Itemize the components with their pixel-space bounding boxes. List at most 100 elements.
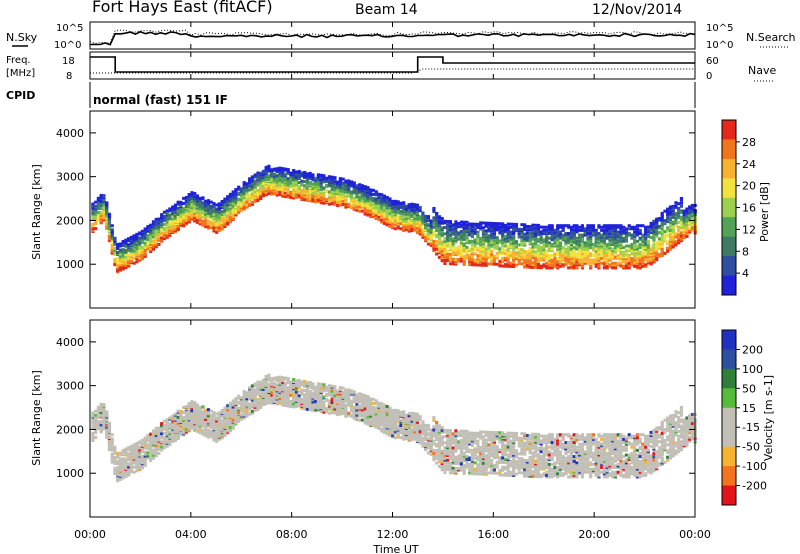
power-cell <box>256 176 260 180</box>
power-cell <box>613 264 618 268</box>
power-cell <box>267 192 271 196</box>
power-cell <box>226 199 230 203</box>
velocity-cell <box>226 408 230 412</box>
power-cell <box>490 240 494 244</box>
power-cell <box>616 225 620 229</box>
velocity-cell <box>151 455 156 459</box>
power-cell <box>641 258 645 262</box>
power-cell <box>292 177 296 181</box>
power-cell <box>468 247 472 251</box>
power-cell <box>154 220 158 224</box>
velocity-cell <box>129 444 134 448</box>
power-cell <box>278 187 282 191</box>
power-cell <box>446 219 450 223</box>
power-cell <box>514 251 519 255</box>
power-cell <box>602 261 607 265</box>
power-cell <box>418 215 422 219</box>
power-cell <box>671 240 675 244</box>
power-cell <box>396 218 400 222</box>
velocity-cell <box>171 438 175 442</box>
power-cell <box>168 213 172 217</box>
power-cell <box>432 225 436 229</box>
power-cell <box>578 258 582 262</box>
power-cell <box>360 191 365 195</box>
power-cell <box>371 213 376 217</box>
power-cell <box>558 225 563 229</box>
power-cell <box>512 252 516 256</box>
power-cell <box>685 228 689 232</box>
power-cell <box>666 207 670 211</box>
power-cell <box>611 266 615 270</box>
velocity-cell <box>140 448 145 452</box>
power-cell <box>457 247 461 251</box>
power-cell <box>355 202 359 206</box>
power-cell <box>509 230 513 234</box>
velocity-cell <box>215 439 219 443</box>
power-cell <box>569 227 574 231</box>
power-cell <box>597 238 601 242</box>
power-cell <box>250 184 255 188</box>
power-cell <box>501 237 505 241</box>
nsearch-line <box>89 29 696 45</box>
power-cell <box>663 237 667 241</box>
power-cell <box>481 249 486 253</box>
power-cell <box>575 236 579 240</box>
power-cell <box>539 238 543 242</box>
power-cell <box>591 246 596 250</box>
power-cell <box>668 217 673 221</box>
power-cell <box>473 238 477 242</box>
power-cell <box>633 253 637 257</box>
power-cell <box>272 178 277 182</box>
power-cell <box>550 260 554 264</box>
power-cell <box>399 203 403 207</box>
power-cell <box>223 212 227 216</box>
power-cell <box>564 239 568 243</box>
power-cell <box>94 227 98 231</box>
power-cell <box>644 241 648 245</box>
power-cell <box>193 212 197 216</box>
power-cell <box>470 255 475 259</box>
power-cell <box>553 239 557 243</box>
power-cell <box>657 224 662 228</box>
power-cell <box>443 237 447 241</box>
power-cell <box>671 226 675 230</box>
noise-tick-top-right: 10^5 <box>706 23 733 34</box>
power-cell <box>646 259 651 263</box>
power-cell <box>209 200 213 204</box>
power-cell <box>575 247 579 251</box>
power-cell <box>646 255 651 259</box>
power-cell <box>525 265 530 269</box>
power-cell <box>605 230 609 234</box>
power-cell <box>176 212 180 216</box>
power-cell <box>388 220 392 224</box>
velocity-cell <box>140 455 145 459</box>
power-cell <box>509 236 513 240</box>
velocity-cell <box>198 410 202 414</box>
velocity-cell <box>143 457 147 461</box>
velocity-cell <box>165 418 169 422</box>
power-cell <box>275 176 279 180</box>
power-cell <box>652 222 656 226</box>
velocity-cell <box>231 405 235 409</box>
velocity-cell <box>116 460 120 464</box>
power-cell <box>303 184 307 188</box>
velocity-cell <box>116 473 120 477</box>
power-cell <box>468 260 472 264</box>
power-cell <box>308 173 312 177</box>
power-cell <box>514 224 519 228</box>
velocity-cell <box>105 410 109 414</box>
power-cell <box>470 224 475 228</box>
power-cell <box>679 198 684 202</box>
power-cell <box>226 195 230 199</box>
velocity-cell <box>204 413 208 417</box>
power-cell <box>619 236 623 240</box>
power-cell <box>611 264 615 268</box>
power-cell <box>179 217 183 221</box>
power-cell <box>597 252 601 256</box>
power-cell <box>641 253 645 257</box>
power-cell <box>248 177 252 181</box>
power-cell <box>118 254 123 258</box>
power-cell <box>314 176 318 180</box>
power-cell <box>479 222 483 226</box>
power-cell <box>311 176 315 180</box>
